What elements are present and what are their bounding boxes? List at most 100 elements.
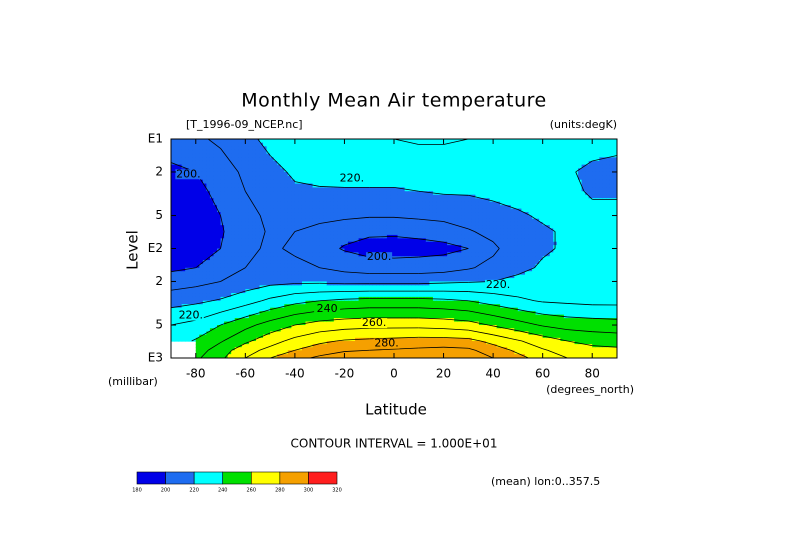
fill-cell — [383, 225, 388, 229]
fill-cell — [542, 187, 547, 192]
fill-cell — [461, 228, 466, 233]
fill-cell — [245, 212, 250, 217]
fill-cell — [560, 231, 565, 236]
fill-cell — [443, 157, 448, 162]
fill-cell — [493, 142, 498, 147]
fill-cell — [372, 198, 377, 203]
fill-cell — [227, 157, 232, 162]
fill-cell — [500, 228, 505, 233]
fill-cell — [429, 225, 434, 229]
fill-cell — [209, 241, 215, 246]
fill-cell — [404, 212, 409, 217]
fill-cell — [344, 274, 349, 279]
fill-cell — [171, 274, 176, 279]
fill-cell — [556, 228, 561, 233]
fill-cell — [291, 157, 296, 162]
fill-cell — [376, 278, 381, 283]
fill-cell — [372, 260, 377, 265]
fill-cell — [195, 153, 200, 158]
fill-cell — [507, 171, 512, 177]
fill-cell — [301, 274, 307, 279]
fill-cell — [549, 160, 554, 166]
fill-cell — [227, 139, 232, 144]
fill-cell — [429, 208, 434, 213]
fill-cell — [178, 241, 183, 246]
fill-cell — [602, 228, 607, 233]
fill-cell — [581, 241, 586, 246]
fill-cell — [454, 260, 459, 265]
fill-cell — [178, 139, 183, 144]
fill-cell — [220, 142, 225, 147]
fill-cell — [464, 238, 469, 243]
fill-cell — [461, 187, 466, 192]
fill-cell — [287, 212, 292, 217]
fill-cell — [475, 228, 480, 233]
fill-cell — [535, 175, 540, 181]
fill-cell — [255, 157, 261, 162]
fill-cell — [202, 238, 207, 243]
fill-cell — [209, 234, 215, 239]
fill-cell — [436, 218, 441, 223]
fill-cell — [192, 245, 197, 250]
fill-cell — [330, 194, 335, 199]
fill-cell — [507, 234, 512, 239]
fill-cell — [351, 267, 356, 272]
fill-cell — [365, 267, 370, 272]
fill-cell — [609, 208, 615, 213]
fill-cell — [599, 149, 604, 155]
fill-cell — [270, 157, 275, 162]
fill-cell — [457, 205, 462, 210]
fill-cell — [344, 256, 349, 261]
fill-cell — [606, 179, 611, 185]
fill-cell — [514, 194, 519, 199]
fill-cell — [464, 175, 469, 181]
fill-cell — [599, 171, 604, 177]
fill-cell — [588, 198, 593, 203]
fill-cell — [478, 160, 484, 166]
fill-cell — [355, 139, 360, 144]
fill-cell — [397, 231, 402, 236]
fill-cell — [202, 157, 207, 162]
fill-cell — [440, 149, 445, 155]
fill-cell — [337, 146, 342, 151]
fill-cell — [599, 168, 604, 173]
fill-cell — [234, 278, 239, 283]
fill-cell — [503, 142, 508, 147]
fill-cell — [298, 171, 303, 177]
fill-cell — [549, 263, 554, 269]
fill-cell — [514, 187, 519, 192]
fill-cell — [294, 267, 300, 272]
fill-cell — [461, 164, 466, 169]
fill-cell — [209, 142, 215, 147]
fill-cell — [178, 267, 183, 272]
fill-cell — [606, 212, 611, 217]
fill-cell — [535, 191, 540, 196]
fill-cell — [217, 157, 222, 162]
fill-cell — [326, 139, 331, 144]
fill-cell — [390, 198, 395, 203]
fill-cell — [305, 175, 310, 181]
fill-cell — [528, 241, 533, 246]
fill-cell — [227, 191, 232, 196]
fill-cell — [220, 164, 225, 169]
fill-cell — [401, 168, 406, 173]
fill-cell — [542, 225, 547, 229]
fill-cell — [312, 267, 317, 272]
fill-cell — [188, 160, 193, 166]
fill-cell — [301, 221, 307, 226]
fill-cell — [588, 263, 593, 269]
fill-cell — [450, 194, 455, 199]
fill-cell — [280, 274, 285, 279]
fill-cell — [457, 271, 462, 276]
fill-cell — [326, 248, 331, 253]
fill-cell — [355, 256, 360, 261]
fill-cell — [425, 228, 430, 233]
fill-cell — [553, 205, 558, 210]
fill-cell — [422, 245, 427, 250]
fill-cell — [440, 175, 445, 181]
fill-cell — [277, 168, 282, 173]
fill-cell — [369, 260, 374, 265]
fill-cell — [450, 274, 455, 279]
fill-cell — [372, 212, 377, 217]
fill-cell — [585, 208, 590, 213]
